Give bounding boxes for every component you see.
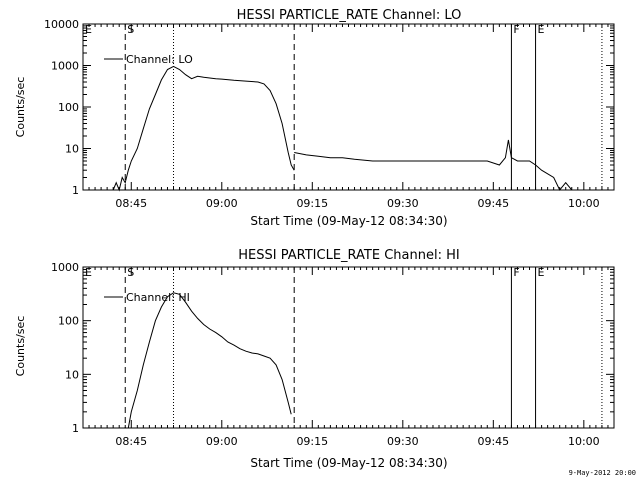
event-marker-label: S (127, 266, 134, 279)
event-marker-label: E (538, 23, 545, 36)
x-axis-label: Start Time (09-May-12 08:34:30) (250, 214, 447, 228)
series-line (294, 139, 584, 191)
x-tick-label: 09:00 (206, 435, 238, 448)
x-tick-label: 08:45 (115, 435, 147, 448)
x-tick-label: 10:00 (568, 197, 600, 210)
x-tick-label: 09:45 (477, 197, 509, 210)
event-marker-label: E (85, 266, 92, 279)
x-tick-label: 09:15 (296, 435, 328, 448)
y-axis-label: Counts/sec (14, 77, 27, 138)
legend-label: Channel: HI (126, 291, 190, 304)
y-axis-label: Counts/sec (14, 316, 27, 377)
event-marker-label: F (513, 266, 519, 279)
x-tick-label: 09:30 (387, 197, 419, 210)
y-tick-label: 100 (58, 315, 79, 328)
y-tick-label: 1 (72, 184, 79, 197)
y-tick-label: 1000 (51, 60, 79, 73)
x-axis-label: Start Time (09-May-12 08:34:30) (250, 456, 447, 470)
series-line (127, 292, 292, 429)
plot-frame (82, 23, 615, 191)
chart-title: HESSI PARTICLE_RATE Channel: LO (237, 8, 462, 23)
event-marker-label: F (513, 23, 519, 36)
chart-lo: HESSI PARTICLE_RATE Channel: LO Counts/s… (14, 8, 615, 228)
series-line (112, 65, 295, 192)
x-tick-label: 08:45 (115, 197, 147, 210)
x-tick-label: 10:00 (568, 435, 600, 448)
footer-timestamp: 9-May-2012 20:00 (568, 469, 636, 477)
event-marker-label: E (538, 266, 545, 279)
y-tick-label: 10000 (44, 18, 79, 31)
y-tick-label: 1 (72, 422, 79, 435)
event-marker-label: E (85, 23, 92, 36)
x-tick-label: 09:30 (387, 435, 419, 448)
chart-hi: HESSI PARTICLE_RATE Channel: HI Counts/s… (14, 248, 615, 470)
legend-label: Channel: LO (126, 53, 193, 66)
x-tick-label: 09:45 (477, 435, 509, 448)
y-tick-label: 1000 (51, 261, 79, 274)
y-tick-label: 10 (65, 143, 79, 156)
x-tick-label: 09:15 (296, 197, 328, 210)
y-tick-label: 10 (65, 368, 79, 381)
event-marker-label: S (127, 23, 134, 36)
x-tick-label: 09:00 (206, 197, 238, 210)
y-tick-label: 100 (58, 101, 79, 114)
chart-title: HESSI PARTICLE_RATE Channel: HI (238, 248, 459, 263)
